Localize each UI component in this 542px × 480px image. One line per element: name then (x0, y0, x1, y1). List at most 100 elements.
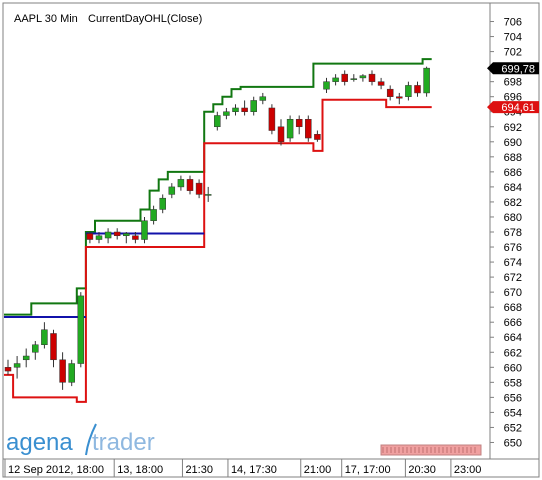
y-tick-label: 652 (504, 422, 522, 434)
y-tick-label: 672 (504, 272, 522, 284)
y-tick-label: 686 (504, 167, 522, 179)
candle-body (113, 231, 121, 237)
candle-body (123, 233, 130, 237)
day-low-tag-box (487, 101, 539, 114)
indicator-layer (4, 58, 432, 403)
y-tick-label: 658 (504, 377, 522, 389)
y-tick-label: 684 (504, 182, 522, 194)
candle-body (423, 67, 430, 94)
last-price-tag-label: 699,78 (501, 63, 535, 75)
y-tick-label: 696 (504, 92, 522, 104)
candle-body (204, 194, 212, 196)
y-tick-label: 662 (504, 347, 522, 359)
candle-body (386, 88, 394, 97)
chart-title-indicator: CurrentDayOHL(Close) (88, 13, 202, 25)
y-tick-label: 678 (504, 227, 522, 239)
scrollbar-ticks (382, 447, 476, 453)
x-tick-label: 21:00 (304, 464, 332, 476)
candle-body (377, 81, 385, 86)
candle-body (59, 359, 66, 383)
y-tick-label: 690 (504, 137, 522, 149)
x-tick-label: 23:00 (454, 464, 482, 476)
price-axis: 650 652 654 656 658 660 662 664 666 668 670 672 674 6… (490, 17, 522, 449)
logo-slash (85, 423, 97, 456)
candle-body (22, 355, 30, 361)
candle-body (286, 118, 294, 139)
candle-body (41, 329, 48, 346)
candle-body (232, 107, 239, 112)
candle-body (150, 209, 157, 221)
y-tick-label: 688 (504, 152, 522, 164)
candle-body (168, 186, 176, 195)
chart-title-symbol: AAPL 30 Min (14, 13, 78, 25)
candle-body (350, 78, 358, 80)
candle-body (305, 118, 312, 139)
candle-body (396, 96, 403, 99)
y-tick-label: 698 (504, 77, 522, 89)
candle-body (323, 81, 330, 90)
y-tick-label: 650 (504, 437, 522, 449)
y-tick-label: 702 (504, 47, 522, 59)
candle-body (86, 233, 94, 240)
candle-body (77, 295, 85, 364)
y-tick-label: 676 (504, 242, 522, 254)
y-tick-label: 704 (504, 32, 522, 44)
x-tick-label: 20:30 (408, 464, 436, 476)
candle-body (250, 100, 257, 112)
x-tick-label: 17, 17:00 (345, 464, 391, 476)
price-axis-frame (489, 2, 540, 460)
candle-body (68, 363, 75, 383)
candle-body (50, 333, 57, 361)
candle-body (159, 197, 166, 210)
price-tags: 699,78 694,61 (487, 62, 539, 114)
candle-body (141, 220, 148, 240)
candle-body (405, 85, 412, 97)
logo-trader: trader (92, 429, 155, 456)
last-price-tag-box (487, 62, 539, 75)
candle-body (341, 73, 348, 82)
y-tick-label: 670 (504, 287, 522, 299)
plot-frame (2, 2, 491, 460)
candle-body (104, 231, 112, 239)
candle-body (132, 235, 139, 240)
x-tick-label: 12 Sep 2012, 18:00 (8, 464, 104, 476)
candle-body (259, 96, 267, 101)
y-tick-label: 664 (504, 332, 522, 344)
candle-body (195, 182, 203, 195)
x-tick-label: 14, 17:30 (231, 464, 277, 476)
candle-body (332, 77, 339, 82)
candle-body (13, 363, 21, 368)
x-tick-label: 13, 18:00 (117, 464, 163, 476)
candle-body (186, 179, 194, 191)
day-low-tag-label: 694,61 (501, 102, 535, 114)
agenatrader-logo: agena trader (6, 423, 155, 456)
y-tick-label: 682 (504, 197, 522, 209)
y-tick-label: 692 (504, 122, 522, 134)
candle-body (223, 111, 230, 116)
y-tick-label: 656 (504, 392, 522, 404)
time-axis: 12 Sep 2012, 18:00 13, 18:00 21:30 14, 17:3… (4, 459, 482, 477)
candle-body (32, 344, 39, 353)
x-tick-label: 21:30 (185, 464, 213, 476)
candle-body (268, 107, 276, 131)
candle-body (359, 75, 367, 79)
logo-agena: agena (6, 429, 73, 456)
candle-body (314, 134, 321, 140)
candle-body (177, 179, 185, 188)
candle-body (368, 73, 376, 82)
y-tick-label: 674 (504, 257, 522, 269)
candle-layer (4, 66, 430, 390)
candle-body (4, 367, 12, 372)
candle-body (95, 235, 103, 240)
day-low-line (4, 98, 432, 403)
y-tick-label: 666 (504, 317, 522, 329)
candle-body (214, 115, 221, 128)
y-tick-label: 668 (504, 302, 522, 314)
y-tick-label: 654 (504, 407, 522, 419)
y-tick-label: 660 (504, 362, 522, 374)
candle-body (295, 118, 303, 128)
y-tick-label: 680 (504, 212, 522, 224)
y-tick-label: 706 (504, 17, 522, 29)
candle-body (277, 126, 285, 143)
